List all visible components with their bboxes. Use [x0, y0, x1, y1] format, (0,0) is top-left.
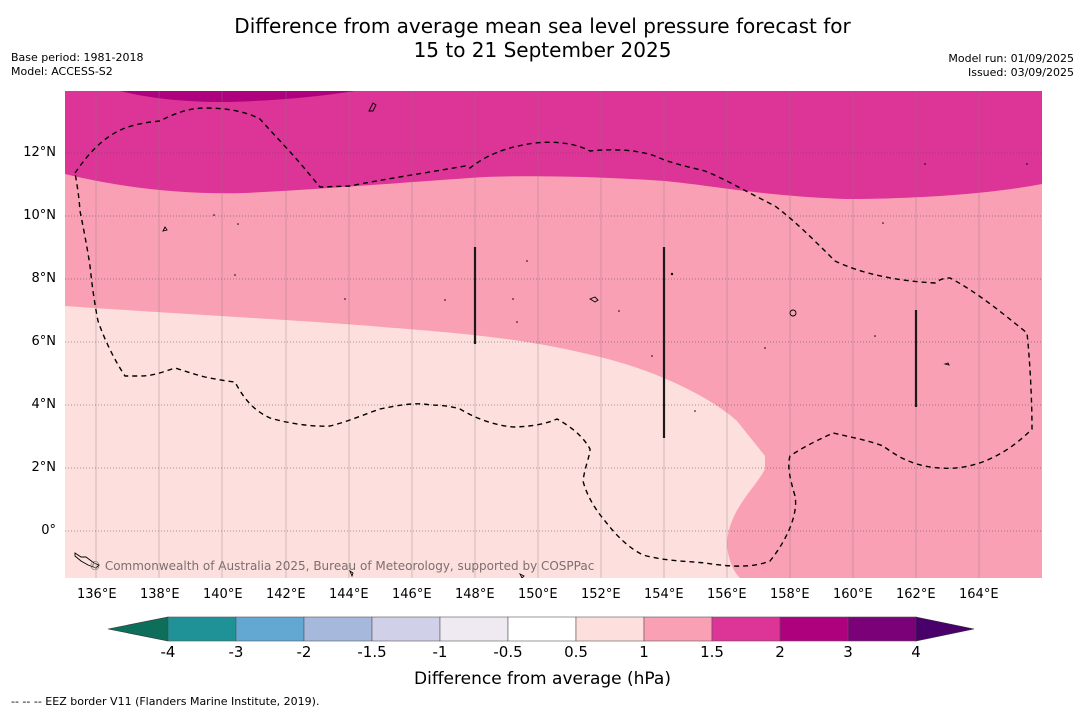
map-title: Difference from average mean sea level p…: [0, 14, 1085, 62]
latitude-label: 6°N: [31, 334, 57, 349]
colorbar-swatch: [847, 616, 917, 642]
model-name: Model: ACCESS-S2: [11, 65, 113, 78]
latitude-label: 4°N: [31, 397, 57, 412]
colorbar-swatch: [371, 616, 441, 642]
longitude-label: 164°E: [959, 587, 999, 602]
colorbar-swatch: [439, 616, 509, 642]
model-run: Model run: 01/09/2025: [948, 52, 1074, 65]
colorbar-tick-label: -4: [160, 643, 176, 661]
colorbar-tick-label: -1.5: [357, 643, 387, 661]
graticule: [95, 91, 980, 578]
latitude-label: 0°: [41, 523, 56, 538]
longitude-label: 146°E: [392, 587, 432, 602]
latitude-label: 2°N: [31, 460, 57, 475]
longitude-label: 144°E: [329, 587, 369, 602]
colorbar-tick-label: 1: [639, 643, 649, 661]
colorbar-tick-label: 1.5: [700, 643, 724, 661]
colorbar-swatch: [235, 616, 305, 642]
eez-footnote: -- -- -- EEZ border V11 (Flanders Marine…: [11, 695, 320, 708]
colorbar-tick-label: 0.5: [564, 643, 588, 661]
base-period: Base period: 1981-2018: [11, 51, 144, 64]
annotation-bars: [473, 247, 918, 438]
longitude-label: 150°E: [518, 587, 558, 602]
band-1.5-to-2: [65, 91, 1042, 199]
copyright-watermark: © Commonwealth of Australia 2025, Bureau…: [89, 559, 595, 573]
colorbar-swatch: [643, 616, 713, 642]
colorbar-svg: [107, 616, 975, 642]
map-svg: [65, 91, 1042, 578]
longitude-label: 140°E: [203, 587, 243, 602]
colorbar-over-arrow: [915, 616, 975, 642]
longitude-label: 162°E: [896, 587, 936, 602]
colorbar-swatch: [779, 616, 849, 642]
colorbar-tick-label: 3: [843, 643, 853, 661]
colorbar-tick-label: -0.5: [493, 643, 523, 661]
longitude-label: 138°E: [140, 587, 180, 602]
title-line-1: Difference from average mean sea level p…: [234, 14, 851, 38]
island-dots: [213, 163, 1028, 412]
colorbar-under-arrow: [107, 616, 169, 642]
longitude-label: 142°E: [266, 587, 306, 602]
colorbar-swatch: [167, 616, 237, 642]
eez-border: [74, 107, 1033, 567]
meta-right: Model run: 01/09/2025 Issued: 03/09/2025: [948, 52, 1074, 80]
longitude-label: 148°E: [455, 587, 495, 602]
latitude-label: 10°N: [23, 208, 56, 223]
colorbar-swatch: [711, 616, 781, 642]
pressure-map: [65, 91, 1042, 578]
band-0.5-to-1: [65, 306, 765, 578]
longitude-label: 158°E: [770, 587, 810, 602]
colorbar-tick-label: -2: [296, 643, 312, 661]
title-line-2: 15 to 21 September 2025: [413, 38, 672, 62]
colorbar-tick-label: 2: [775, 643, 785, 661]
colorbar-swatch: [507, 616, 577, 642]
islands: [74, 102, 950, 578]
colorbar: [107, 616, 978, 647]
band-2-to-3: [120, 91, 355, 102]
colorbar-tick-label: -3: [228, 643, 244, 661]
issued-date: Issued: 03/09/2025: [967, 66, 1074, 79]
latitude-lines: [65, 152, 1042, 532]
colorbar-tick-label: -1: [432, 643, 448, 661]
longitude-label: 136°E: [77, 587, 117, 602]
latitude-label: 12°N: [23, 145, 56, 160]
longitude-label: 160°E: [833, 587, 873, 602]
longitude-label: 152°E: [581, 587, 621, 602]
colorbar-title: Difference from average (hPa): [414, 669, 671, 689]
longitude-label: 154°E: [644, 587, 684, 602]
colorbar-tick-label: 4: [911, 643, 921, 661]
latitude-label: 8°N: [31, 271, 57, 286]
longitude-label: 156°E: [707, 587, 747, 602]
meta-left: Base period: 1981-2018 Model: ACCESS-S2: [11, 51, 143, 79]
colorbar-swatch: [303, 616, 373, 642]
colorbar-swatch: [575, 616, 645, 642]
